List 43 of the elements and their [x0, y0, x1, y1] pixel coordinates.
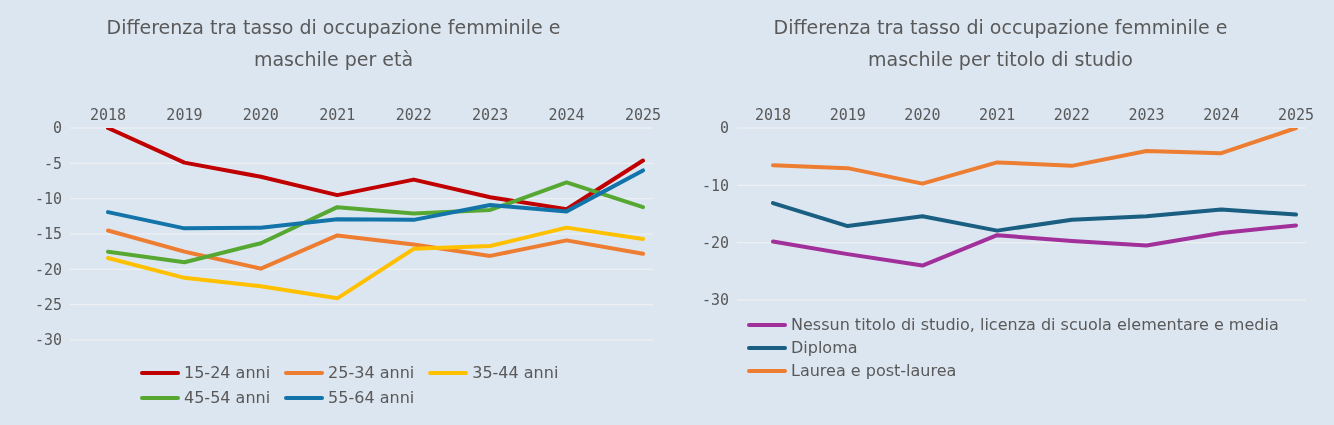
- line-series: [106, 225, 645, 301]
- legend-label: Nessun titolo di studio, licenza di scuola elementare e media: [791, 315, 1279, 334]
- x-tick-label: 2021: [319, 106, 356, 124]
- x-tick-label: 2019: [829, 106, 866, 124]
- legend-label: 35-44 anni: [472, 363, 559, 382]
- x-tick-label: 2018: [754, 106, 792, 124]
- x-tick-label: 2022: [395, 106, 432, 124]
- x-tick-label: 2018: [89, 106, 127, 124]
- x-tick-label: 2025: [624, 106, 662, 124]
- line-series: [106, 128, 645, 212]
- y-tick-label: -10: [34, 189, 62, 208]
- legend-label: Laurea e post-laurea: [791, 361, 957, 380]
- y-tick-label: -20: [34, 260, 62, 279]
- x-tick-label: 2024: [548, 106, 585, 124]
- line-series: [771, 223, 1298, 268]
- legend-label: 15-24 anni: [184, 363, 271, 382]
- legend-label: Diploma: [791, 338, 858, 357]
- x-tick-label: 2021: [979, 106, 1016, 124]
- y-tick-label: -20: [701, 233, 729, 252]
- x-tick-label: 2024: [1203, 106, 1240, 124]
- x-tick-label: 2023: [1128, 106, 1165, 124]
- y-tick-label: -10: [701, 176, 729, 195]
- x-tick-label: 2025: [1277, 106, 1315, 124]
- legend-label: 25-34 anni: [328, 363, 415, 382]
- legend-label: 55-64 anni: [328, 388, 415, 407]
- x-tick-label: 2020: [904, 106, 941, 124]
- x-tick-label: 2022: [1053, 106, 1090, 124]
- legend-label: 45-54 anni: [184, 388, 271, 407]
- y-tick-label: -15: [34, 225, 62, 244]
- y-tick-label: 0: [719, 119, 729, 138]
- line-series: [106, 228, 645, 271]
- y-tick-label: -5: [43, 154, 62, 173]
- x-tick-label: 2023: [472, 106, 509, 124]
- line-series: [771, 128, 1298, 186]
- y-tick-label: -30: [701, 291, 729, 310]
- y-tick-label: -30: [34, 331, 62, 350]
- line-series: [106, 168, 645, 231]
- x-tick-label: 2020: [242, 106, 279, 124]
- chart-title: Differenza tra tasso di occupazione femminile e maschile per età: [105, 14, 562, 72]
- y-tick-label: 0: [52, 119, 62, 138]
- y-tick-label: -25: [34, 295, 62, 314]
- x-tick-label: 2019: [166, 106, 203, 124]
- chart-title: Differenza tra tasso di occupazione femminile e maschile per titolo di studio: [772, 14, 1229, 72]
